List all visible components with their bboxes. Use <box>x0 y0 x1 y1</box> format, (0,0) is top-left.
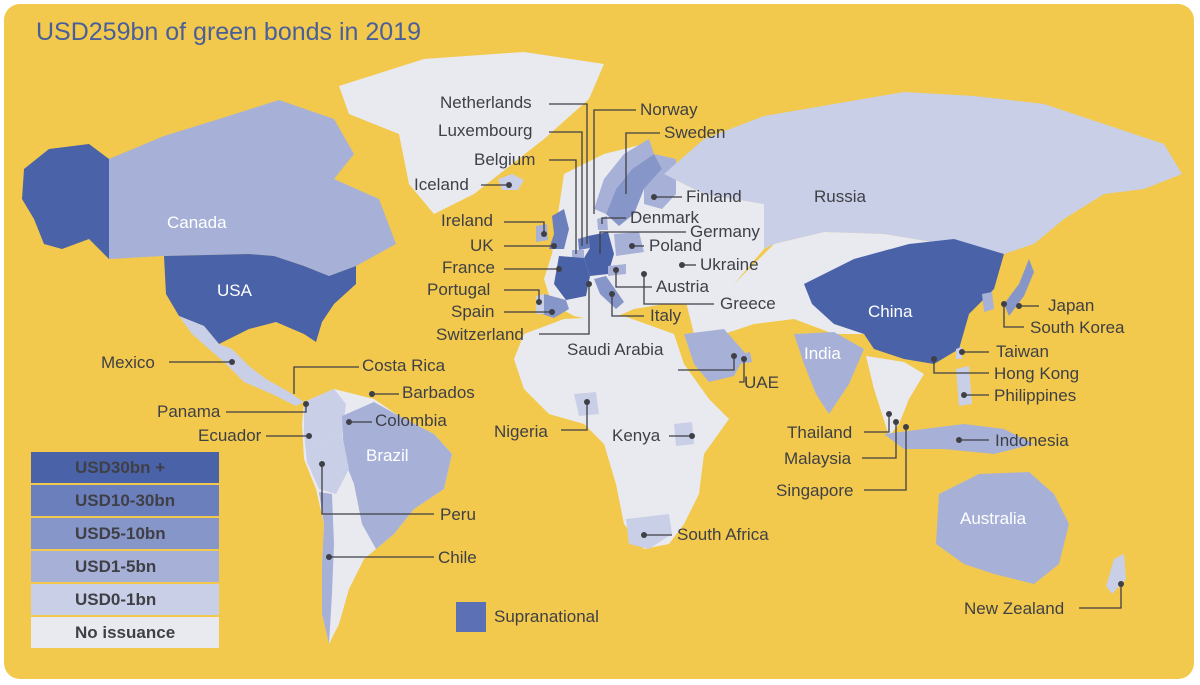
label-indonesia: Indonesia <box>995 431 1069 450</box>
canada-shape <box>109 100 396 276</box>
legend-item: No issuance <box>31 617 219 648</box>
mexico-shape <box>179 316 304 406</box>
label-ukraine: Ukraine <box>700 255 759 274</box>
label-canada: Canada <box>167 213 227 232</box>
label-singapore: Singapore <box>776 481 854 500</box>
label-sweden: Sweden <box>664 123 725 142</box>
japan-shape <box>1004 259 1034 316</box>
label-poland: Poland <box>649 236 702 255</box>
alaska-shape <box>22 144 109 259</box>
label-ireland: Ireland <box>441 211 493 230</box>
southeast-asia-shape <box>866 356 924 436</box>
label-malaysia: Malaysia <box>784 449 852 468</box>
legend-item: USD1-5bn <box>31 551 219 582</box>
label-norway: Norway <box>640 100 698 119</box>
korea-shape <box>982 292 994 312</box>
label-south-africa: South Africa <box>677 525 769 544</box>
map-panel: USD259bn of green bonds in 2019 <box>4 4 1194 679</box>
label-uae: UAE <box>744 373 779 392</box>
greenland-shape <box>339 52 604 214</box>
label-india: India <box>804 344 841 363</box>
legend-item: USD10-30bn <box>31 485 219 516</box>
label-mexico: Mexico <box>101 353 155 372</box>
label-netherlands: Netherlands <box>440 93 532 112</box>
legend: USD30bn + USD10-30bn USD5-10bn USD1-5bn … <box>31 452 219 650</box>
label-brazil: Brazil <box>366 446 409 465</box>
label-germany: Germany <box>690 222 760 241</box>
label-ecuador: Ecuador <box>198 426 262 445</box>
colombia-shape <box>304 389 346 444</box>
supranational-key: Supranational <box>456 602 599 632</box>
label-usa: USA <box>217 281 253 300</box>
label-russia: Russia <box>814 187 867 206</box>
sweden-shape <box>606 154 662 226</box>
label-saudi-arabia: Saudi Arabia <box>567 340 664 359</box>
new-zealand-shape <box>1106 554 1126 594</box>
label-iceland: Iceland <box>414 175 469 194</box>
label-denmark: Denmark <box>630 208 699 227</box>
australia-shape <box>936 472 1069 584</box>
label-belgium: Belgium <box>474 150 535 169</box>
poland-shape <box>614 232 644 256</box>
label-austria: Austria <box>656 277 709 296</box>
location-dots <box>229 182 1124 587</box>
label-colombia: Colombia <box>375 411 447 430</box>
label-barbados: Barbados <box>402 383 475 402</box>
norway-shape <box>594 139 654 214</box>
label-hong-kong: Hong Kong <box>994 364 1079 383</box>
label-peru: Peru <box>440 505 476 524</box>
europe-base-shape <box>544 144 764 322</box>
legend-item: USD0-1bn <box>31 584 219 615</box>
label-panama: Panama <box>157 402 221 421</box>
world-map: Canada USA Brazil China India Australia <box>22 52 1182 644</box>
africa-shape <box>514 316 729 549</box>
label-portugal: Portugal <box>427 280 490 299</box>
label-greece: Greece <box>720 294 776 313</box>
leader-lines <box>169 103 1122 609</box>
kenya-shape <box>674 422 694 446</box>
france-shape <box>554 256 590 300</box>
brazil-shape <box>342 402 452 549</box>
saudi-arabia-shape <box>684 329 746 382</box>
china-shape <box>804 239 1004 364</box>
chile-shape <box>319 492 334 644</box>
iceland-shape <box>498 174 524 190</box>
south-africa-shape <box>626 514 672 549</box>
belgium-shape <box>572 250 584 258</box>
legend-item: USD30bn + <box>31 452 219 483</box>
label-costa-rica: Costa Rica <box>362 356 446 375</box>
label-kenya: Kenya <box>612 426 661 445</box>
map-title: USD259bn of green bonds in 2019 <box>36 18 422 46</box>
germany-shape <box>584 232 614 276</box>
label-japan: Japan <box>1048 296 1094 315</box>
label-nigeria: Nigeria <box>494 422 548 441</box>
label-chile: Chile <box>438 548 477 567</box>
label-spain: Spain <box>451 302 494 321</box>
label-switzerland: Switzerland <box>436 325 524 344</box>
label-finland: Finland <box>686 187 742 206</box>
russia-shape <box>664 92 1182 254</box>
label-taiwan: Taiwan <box>996 342 1049 361</box>
supranational-swatch <box>456 602 486 632</box>
peru-shape <box>304 434 349 494</box>
label-new-zealand: New Zealand <box>964 599 1064 618</box>
label-luxembourg: Luxembourg <box>438 121 533 140</box>
label-china: China <box>868 302 913 321</box>
italy-shape <box>594 276 624 309</box>
label-italy: Italy <box>650 306 682 325</box>
label-australia: Australia <box>960 509 1027 528</box>
legend-item: USD5-10bn <box>31 518 219 549</box>
usa-shape <box>164 254 356 344</box>
label-thailand: Thailand <box>787 423 852 442</box>
uk-shape <box>549 209 569 249</box>
india-shape <box>794 332 864 414</box>
philippines-shape <box>956 366 972 406</box>
country-labels: Mexico Costa Rica Panama Barbados Colomb… <box>101 93 1125 618</box>
label-philippines: Philippines <box>994 386 1076 405</box>
label-uk: UK <box>470 236 494 255</box>
label-france: France <box>442 258 495 277</box>
label-south-korea: South Korea <box>1030 318 1125 337</box>
supranational-label: Supranational <box>494 607 599 626</box>
